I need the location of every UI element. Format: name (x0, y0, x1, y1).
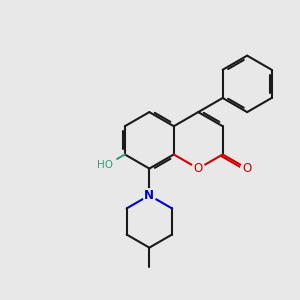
Text: N: N (144, 189, 154, 202)
Text: O: O (194, 162, 203, 175)
Circle shape (97, 154, 117, 175)
Text: HO: HO (98, 160, 113, 170)
Circle shape (241, 162, 254, 175)
Text: O: O (242, 162, 252, 175)
Circle shape (192, 162, 205, 175)
Circle shape (143, 189, 156, 202)
